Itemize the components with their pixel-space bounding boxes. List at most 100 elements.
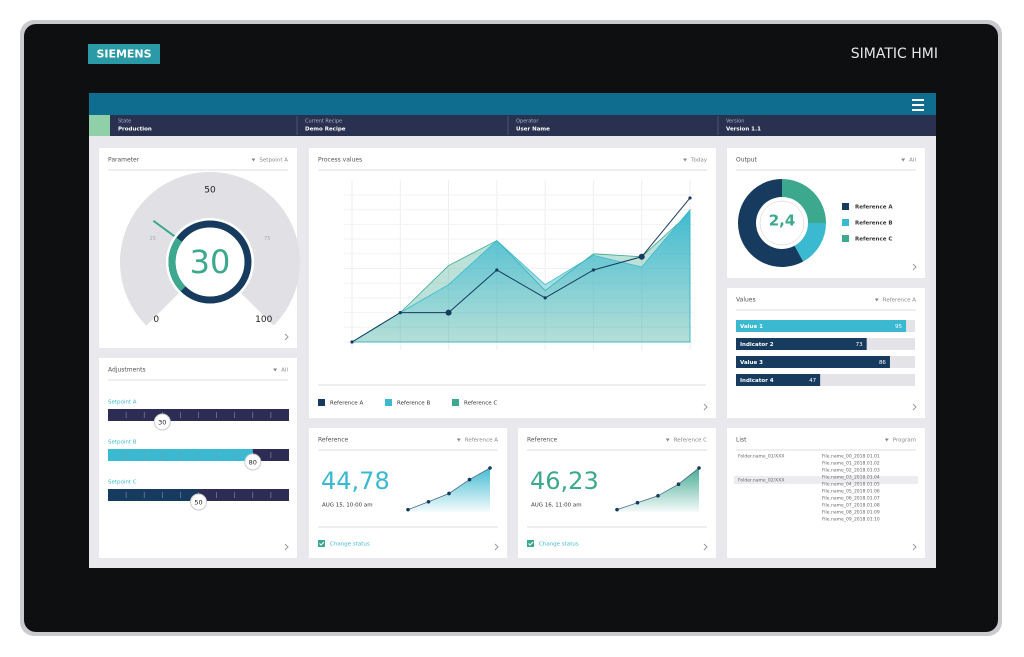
change-status[interactable] bbox=[318, 540, 325, 547]
panel-filter[interactable]: Reference A bbox=[465, 438, 498, 444]
file-name: File.name_08_2018.01.09 bbox=[822, 510, 880, 516]
bar bbox=[736, 338, 867, 350]
bar bbox=[736, 374, 821, 386]
donut-segment bbox=[738, 179, 804, 267]
bar-label: Indicator 2 bbox=[740, 342, 774, 348]
change-status[interactable] bbox=[527, 540, 534, 547]
gauge-scale-label: 25 bbox=[150, 236, 156, 242]
legend-swatch bbox=[385, 399, 392, 406]
checkbox-tick bbox=[319, 541, 325, 546]
panel-more[interactable] bbox=[703, 403, 708, 411]
series-point bbox=[398, 311, 402, 315]
gauge-scale-label: 100 bbox=[255, 315, 272, 325]
panel bbox=[727, 288, 925, 418]
panel-filter[interactable]: Reference C bbox=[674, 438, 707, 444]
legend-label: Reference C bbox=[464, 401, 497, 407]
reference-value: 46,23 bbox=[530, 467, 599, 495]
series-point bbox=[688, 196, 692, 200]
checkbox bbox=[527, 540, 534, 547]
trend-point bbox=[467, 477, 472, 482]
panel-more[interactable] bbox=[912, 403, 917, 411]
file-name: File.name_03_2018.01.04 bbox=[822, 475, 880, 481]
panel-more[interactable] bbox=[494, 543, 499, 551]
slider-value: 80 bbox=[249, 459, 257, 467]
list-highlight bbox=[734, 476, 918, 484]
menu-icon-line bbox=[912, 104, 924, 106]
series-point bbox=[591, 268, 596, 272]
file-name: File.name_09_2018.01.10 bbox=[822, 517, 880, 523]
donut-segment bbox=[781, 179, 826, 224]
panel-more[interactable] bbox=[912, 543, 917, 551]
bar-value: 47 bbox=[809, 378, 816, 384]
legend-label: Reference C bbox=[855, 237, 892, 243]
filter-caret bbox=[884, 438, 889, 442]
gauge-value: 30 bbox=[190, 243, 231, 281]
slider-label: Setpoint C bbox=[108, 480, 137, 486]
top-bar bbox=[89, 93, 936, 115]
checkbox bbox=[318, 540, 325, 547]
slider-value: 30 bbox=[158, 419, 166, 427]
filter-caret bbox=[251, 158, 256, 162]
trend-point bbox=[615, 507, 619, 512]
bar bbox=[736, 320, 907, 332]
product: SIMATIC HMI bbox=[851, 46, 938, 62]
reference-time: AUG 15, 10:00 am bbox=[322, 503, 373, 509]
folder-name: Folder.name_02/XXX bbox=[738, 478, 784, 484]
panel-title: Parameter bbox=[108, 157, 140, 164]
panel-title: Adjustments bbox=[108, 367, 146, 374]
file-name: File.name_05_2018.01.06 bbox=[822, 489, 880, 495]
panel-more[interactable] bbox=[703, 543, 708, 551]
gauge-track bbox=[120, 172, 300, 326]
menu-icon-line bbox=[912, 99, 924, 101]
legend-label: Reference B bbox=[397, 401, 430, 407]
menu-button[interactable] bbox=[912, 99, 924, 111]
change-status-label: Change status bbox=[539, 542, 579, 548]
panel-title: Process values bbox=[318, 157, 362, 164]
status-value: Demo Recipe bbox=[305, 127, 346, 133]
filter-caret bbox=[683, 158, 688, 162]
panel-filter[interactable]: Today bbox=[690, 158, 708, 164]
panel-filter[interactable]: Setpoint A bbox=[259, 158, 288, 164]
trend-point bbox=[697, 466, 701, 470]
panel-filter[interactable]: Reference A bbox=[883, 298, 916, 304]
gauge-value-arc bbox=[168, 237, 186, 292]
series-point bbox=[543, 296, 547, 300]
file-name: File.name_00_2018.01.01 bbox=[822, 454, 880, 460]
slider-knob[interactable] bbox=[244, 453, 262, 471]
trend-point bbox=[406, 507, 410, 512]
bar-value: 73 bbox=[856, 342, 863, 348]
bar bbox=[736, 356, 890, 368]
bar-label: Value 1 bbox=[740, 324, 763, 330]
trend-point bbox=[656, 493, 660, 498]
series-point bbox=[495, 268, 499, 272]
filter-caret bbox=[901, 158, 906, 162]
bar-value: 86 bbox=[879, 360, 886, 366]
status-label: Current Recipe bbox=[305, 119, 342, 125]
status-label: Operator bbox=[516, 119, 539, 125]
slider-knob[interactable] bbox=[153, 413, 171, 431]
panel-more[interactable] bbox=[284, 543, 289, 551]
legend-label: Reference B bbox=[855, 221, 893, 227]
legend-swatch bbox=[452, 399, 459, 406]
panel-filter[interactable]: All bbox=[281, 368, 288, 374]
status-label: State bbox=[118, 119, 131, 125]
donut-value: 2,4 bbox=[769, 212, 796, 230]
brand: SIEMENS bbox=[96, 48, 151, 61]
legend-swatch bbox=[318, 399, 325, 406]
panel-more[interactable] bbox=[284, 333, 289, 341]
legend-label: Reference A bbox=[855, 205, 893, 211]
status-value: User Name bbox=[516, 127, 550, 133]
filter-caret bbox=[665, 438, 670, 442]
slider-fill bbox=[108, 409, 163, 421]
slider-label: Setpoint A bbox=[108, 400, 137, 406]
gauge-scale-label: 0 bbox=[153, 315, 159, 325]
panel-filter[interactable]: Program bbox=[893, 438, 916, 444]
donut-segment bbox=[794, 222, 826, 262]
slider-knob[interactable] bbox=[190, 493, 207, 511]
panel-filter[interactable]: All bbox=[909, 158, 916, 164]
bar-value: 95 bbox=[895, 324, 902, 330]
status-label: Version bbox=[726, 119, 744, 125]
status-value: Production bbox=[118, 127, 152, 133]
panel-title: Values bbox=[736, 297, 756, 304]
panel-more[interactable] bbox=[912, 263, 917, 271]
